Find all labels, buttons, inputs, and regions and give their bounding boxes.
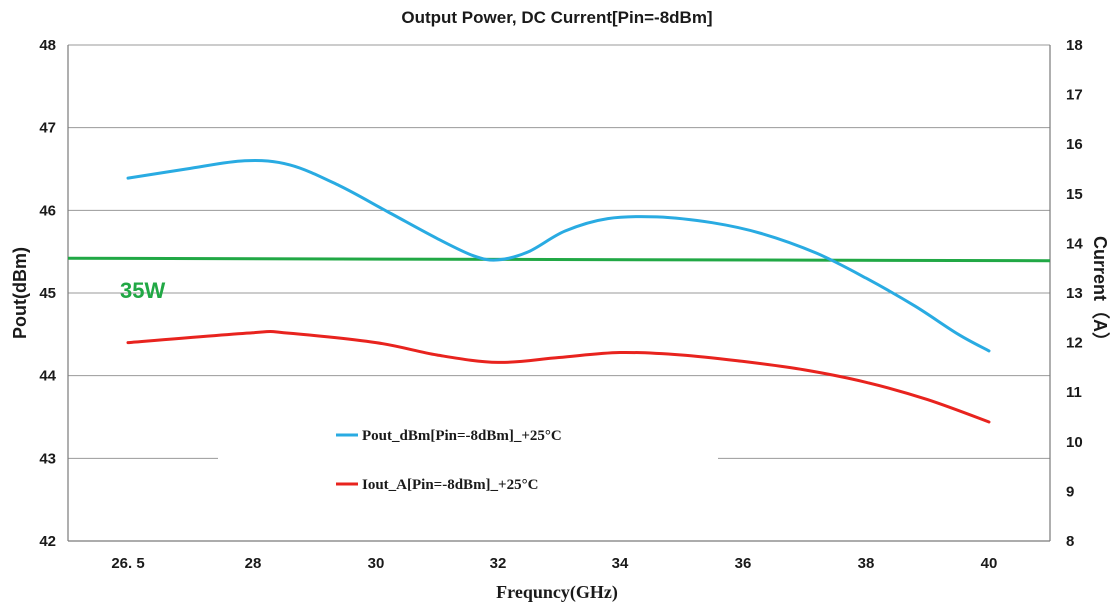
- y-right-tick-label: 17: [1066, 87, 1083, 104]
- y-left-tick-label: 42: [39, 533, 56, 550]
- x-tick-label: 28: [245, 555, 262, 572]
- y-right-tick-label: 10: [1066, 434, 1083, 451]
- gridlines: [68, 44, 1050, 459]
- y-right-tick-label: 14: [1066, 235, 1083, 252]
- y-right-tick-label: 9: [1066, 483, 1074, 500]
- series-line-iout: [126, 329, 991, 424]
- x-tick-label: 26. 5: [111, 555, 144, 572]
- y-left-tick-label: 46: [39, 202, 56, 219]
- x-tick-label: 40: [981, 555, 998, 572]
- y-left-tick-label: 43: [39, 450, 56, 467]
- legend: Pout_dBm[Pin=-8dBm]_+25°C Iout_A[Pin=-8dB…: [336, 428, 562, 493]
- y-right-tick-label: 16: [1066, 136, 1083, 153]
- y-right-tick-label: 8: [1066, 533, 1074, 550]
- x-axis-title: Frequncy(GHz): [496, 582, 618, 603]
- series-lines: [67, 158, 1051, 424]
- x-tick-label: 36: [735, 555, 752, 572]
- y-left-tick-label: 45: [39, 285, 56, 302]
- y-left-tick-label: 48: [39, 37, 56, 54]
- series-line-pout: [126, 158, 991, 353]
- legend-label: Pout_dBm[Pin=-8dBm]_+25°C: [362, 428, 562, 444]
- y-left-tick-label: 47: [39, 120, 56, 137]
- x-tick-label: 38: [858, 555, 875, 572]
- x-tick-label: 34: [612, 555, 629, 572]
- y-right-tick-label: 15: [1066, 186, 1083, 203]
- y-right-tick-label: 11: [1066, 384, 1082, 401]
- reference-line-35w: [67, 256, 1051, 263]
- x-tick-label: 30: [368, 555, 385, 572]
- y-right-tick-label: 13: [1066, 285, 1083, 302]
- chart-title: Output Power, DC Current[Pin=-8dBm]: [401, 8, 712, 27]
- y-right-tick-label: 18: [1066, 37, 1083, 54]
- y-right-tick-label: 12: [1066, 335, 1083, 352]
- labels: Output Power, DC Current[Pin=-8dBm] Frequ…: [10, 8, 1110, 603]
- axes: 42 43 44 45 46 47 48 8 9 10 11 12 13 14 15 16 17 18 26. 5 2…: [39, 37, 1083, 572]
- y-right-axis-title: Current（A）: [1090, 236, 1110, 350]
- legend-label: Iout_A[Pin=-8dBm]_+25°C: [362, 477, 538, 493]
- reference-line-label: 35W: [120, 278, 165, 303]
- x-tick-label: 32: [490, 555, 507, 572]
- y-left-axis-title: Pout(dBm): [10, 247, 30, 339]
- y-left-tick-label: 44: [39, 368, 56, 385]
